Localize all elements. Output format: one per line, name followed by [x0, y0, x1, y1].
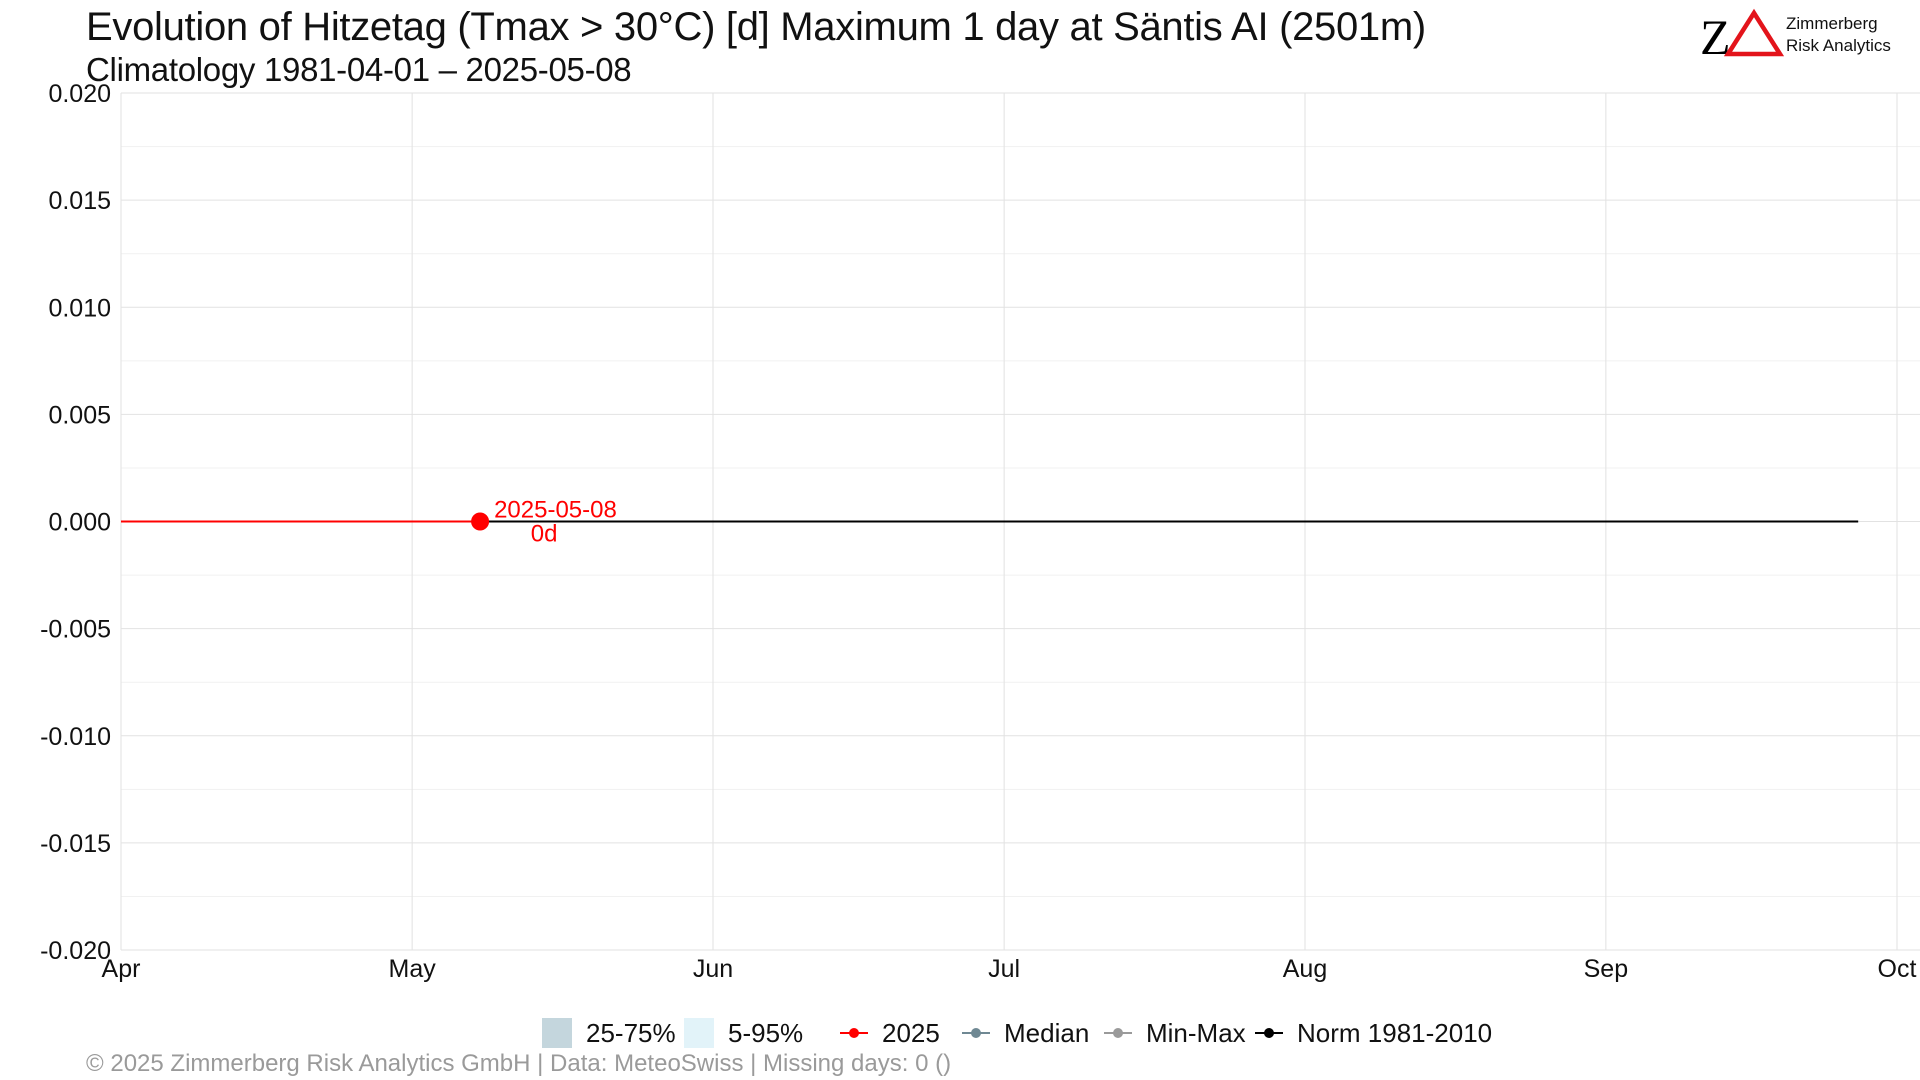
x-tick-label: Jun [693, 955, 733, 983]
y-tick-label: -0.020 [40, 937, 111, 965]
y-tick-label: -0.015 [40, 830, 111, 858]
legend-item: Norm 1981-2010 [1255, 1013, 1492, 1053]
x-tick-label: Aug [1283, 955, 1327, 983]
legend-label: 2025 [882, 1017, 940, 1048]
legend-line-key [1104, 1018, 1132, 1048]
x-axis-ticks: Apr May Jun Jul Aug Sep Oct [102, 955, 1917, 983]
y-tick-label: 0.020 [48, 80, 111, 108]
legend-line-key [1255, 1018, 1283, 1048]
legend-label: 25-75% [586, 1017, 676, 1048]
legend-swatch [684, 1018, 714, 1048]
current-point-marker [471, 512, 490, 531]
current-value-label: 0d [531, 521, 558, 548]
y-tick-label: 0.010 [48, 294, 111, 322]
brand-name-line1: Zimmerberg [1786, 14, 1878, 33]
legend-line-key [840, 1018, 868, 1048]
legend-label: Norm 1981-2010 [1297, 1017, 1493, 1048]
legend-item: 2025 [840, 1013, 940, 1053]
chart-subtitle: Climatology 1981-04-01 – 2025-05-08 [86, 51, 632, 88]
y-tick-label: -0.005 [40, 616, 111, 644]
x-tick-label: Apr [102, 955, 141, 983]
y-tick-label: 0.015 [48, 187, 111, 215]
current-date-label: 2025-05-08 [494, 497, 617, 524]
legend-label: 5-95% [728, 1017, 804, 1048]
legend-item: Min-Max [1104, 1013, 1246, 1053]
legend-item: 5-95% [684, 1013, 803, 1053]
x-tick-label: Oct [1878, 955, 1917, 983]
y-tick-label: 0.000 [48, 509, 111, 537]
legend-swatch [542, 1018, 572, 1048]
y-axis-ticks: 0.020 0.015 0.010 0.005 0.000 -0.005 -0.010 -0.… [40, 80, 111, 965]
legend-line-key [962, 1018, 990, 1048]
x-tick-label: Jul [988, 955, 1020, 983]
x-tick-label: May [389, 955, 437, 983]
brand-logo: Z [1700, 8, 1785, 64]
y-tick-label: 0.005 [48, 401, 111, 429]
footer-credits: © 2025 Zimmerberg Risk Analytics GmbH | … [86, 1050, 952, 1077]
legend-item: Median [962, 1013, 1089, 1053]
x-tick-label: Sep [1584, 955, 1628, 983]
brand-name-line2: Risk Analytics [1786, 36, 1891, 55]
chart-plot: 0.020 0.015 0.010 0.005 0.000 -0.005 -0.010 -0.… [40, 80, 1920, 983]
legend-item: 25-75% [542, 1013, 676, 1053]
legend-label: Min-Max [1146, 1017, 1246, 1048]
legend: 25-75% 5-95% 2025 Median Min-Max Norm 1981-20… [0, 1013, 1920, 1053]
legend-label: Median [1004, 1017, 1090, 1048]
chart-title: Evolution of Hitzetag (Tmax > 30°C) [d] … [86, 5, 1426, 49]
brand-logo-delta [1723, 8, 1785, 57]
y-tick-label: -0.010 [40, 723, 111, 751]
